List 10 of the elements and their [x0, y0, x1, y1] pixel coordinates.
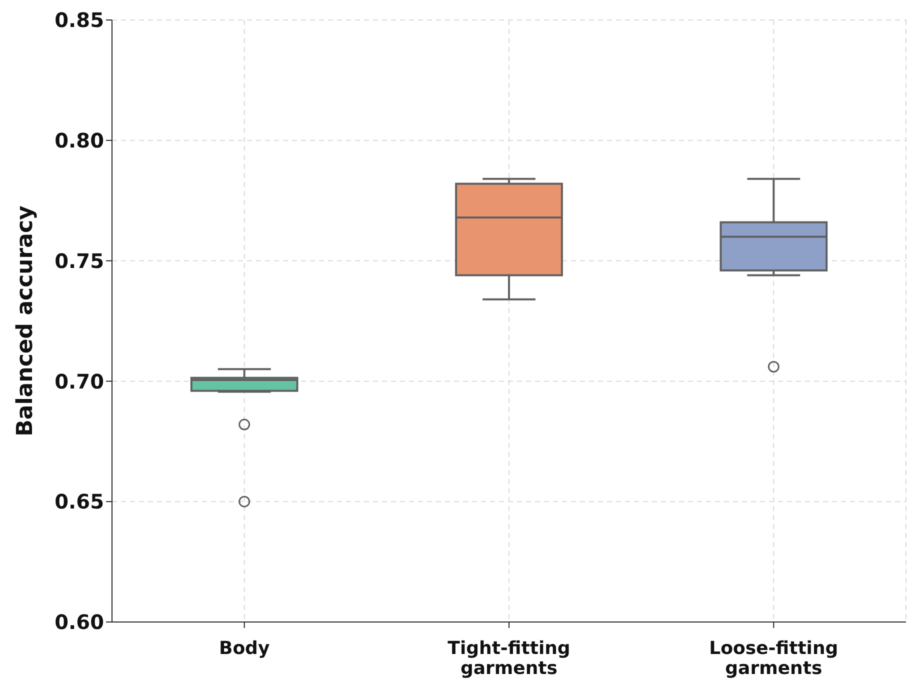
y-tick-label: 0.60: [54, 610, 104, 634]
y-tick-label: 0.65: [54, 490, 104, 514]
y-tick-label: 0.70: [54, 369, 104, 394]
x-tick-label: Tight-fitting garments: [448, 638, 570, 679]
y-axis-title: Balanced accuracy: [12, 206, 38, 436]
y-tick-label: 0.80: [54, 128, 104, 152]
x-tick-label: Body: [218, 638, 270, 660]
y-tick-label: 0.85: [54, 8, 104, 32]
y-tick-label: 0.75: [54, 248, 104, 273]
x-tick-label: Loose-fitting garments: [709, 638, 838, 679]
